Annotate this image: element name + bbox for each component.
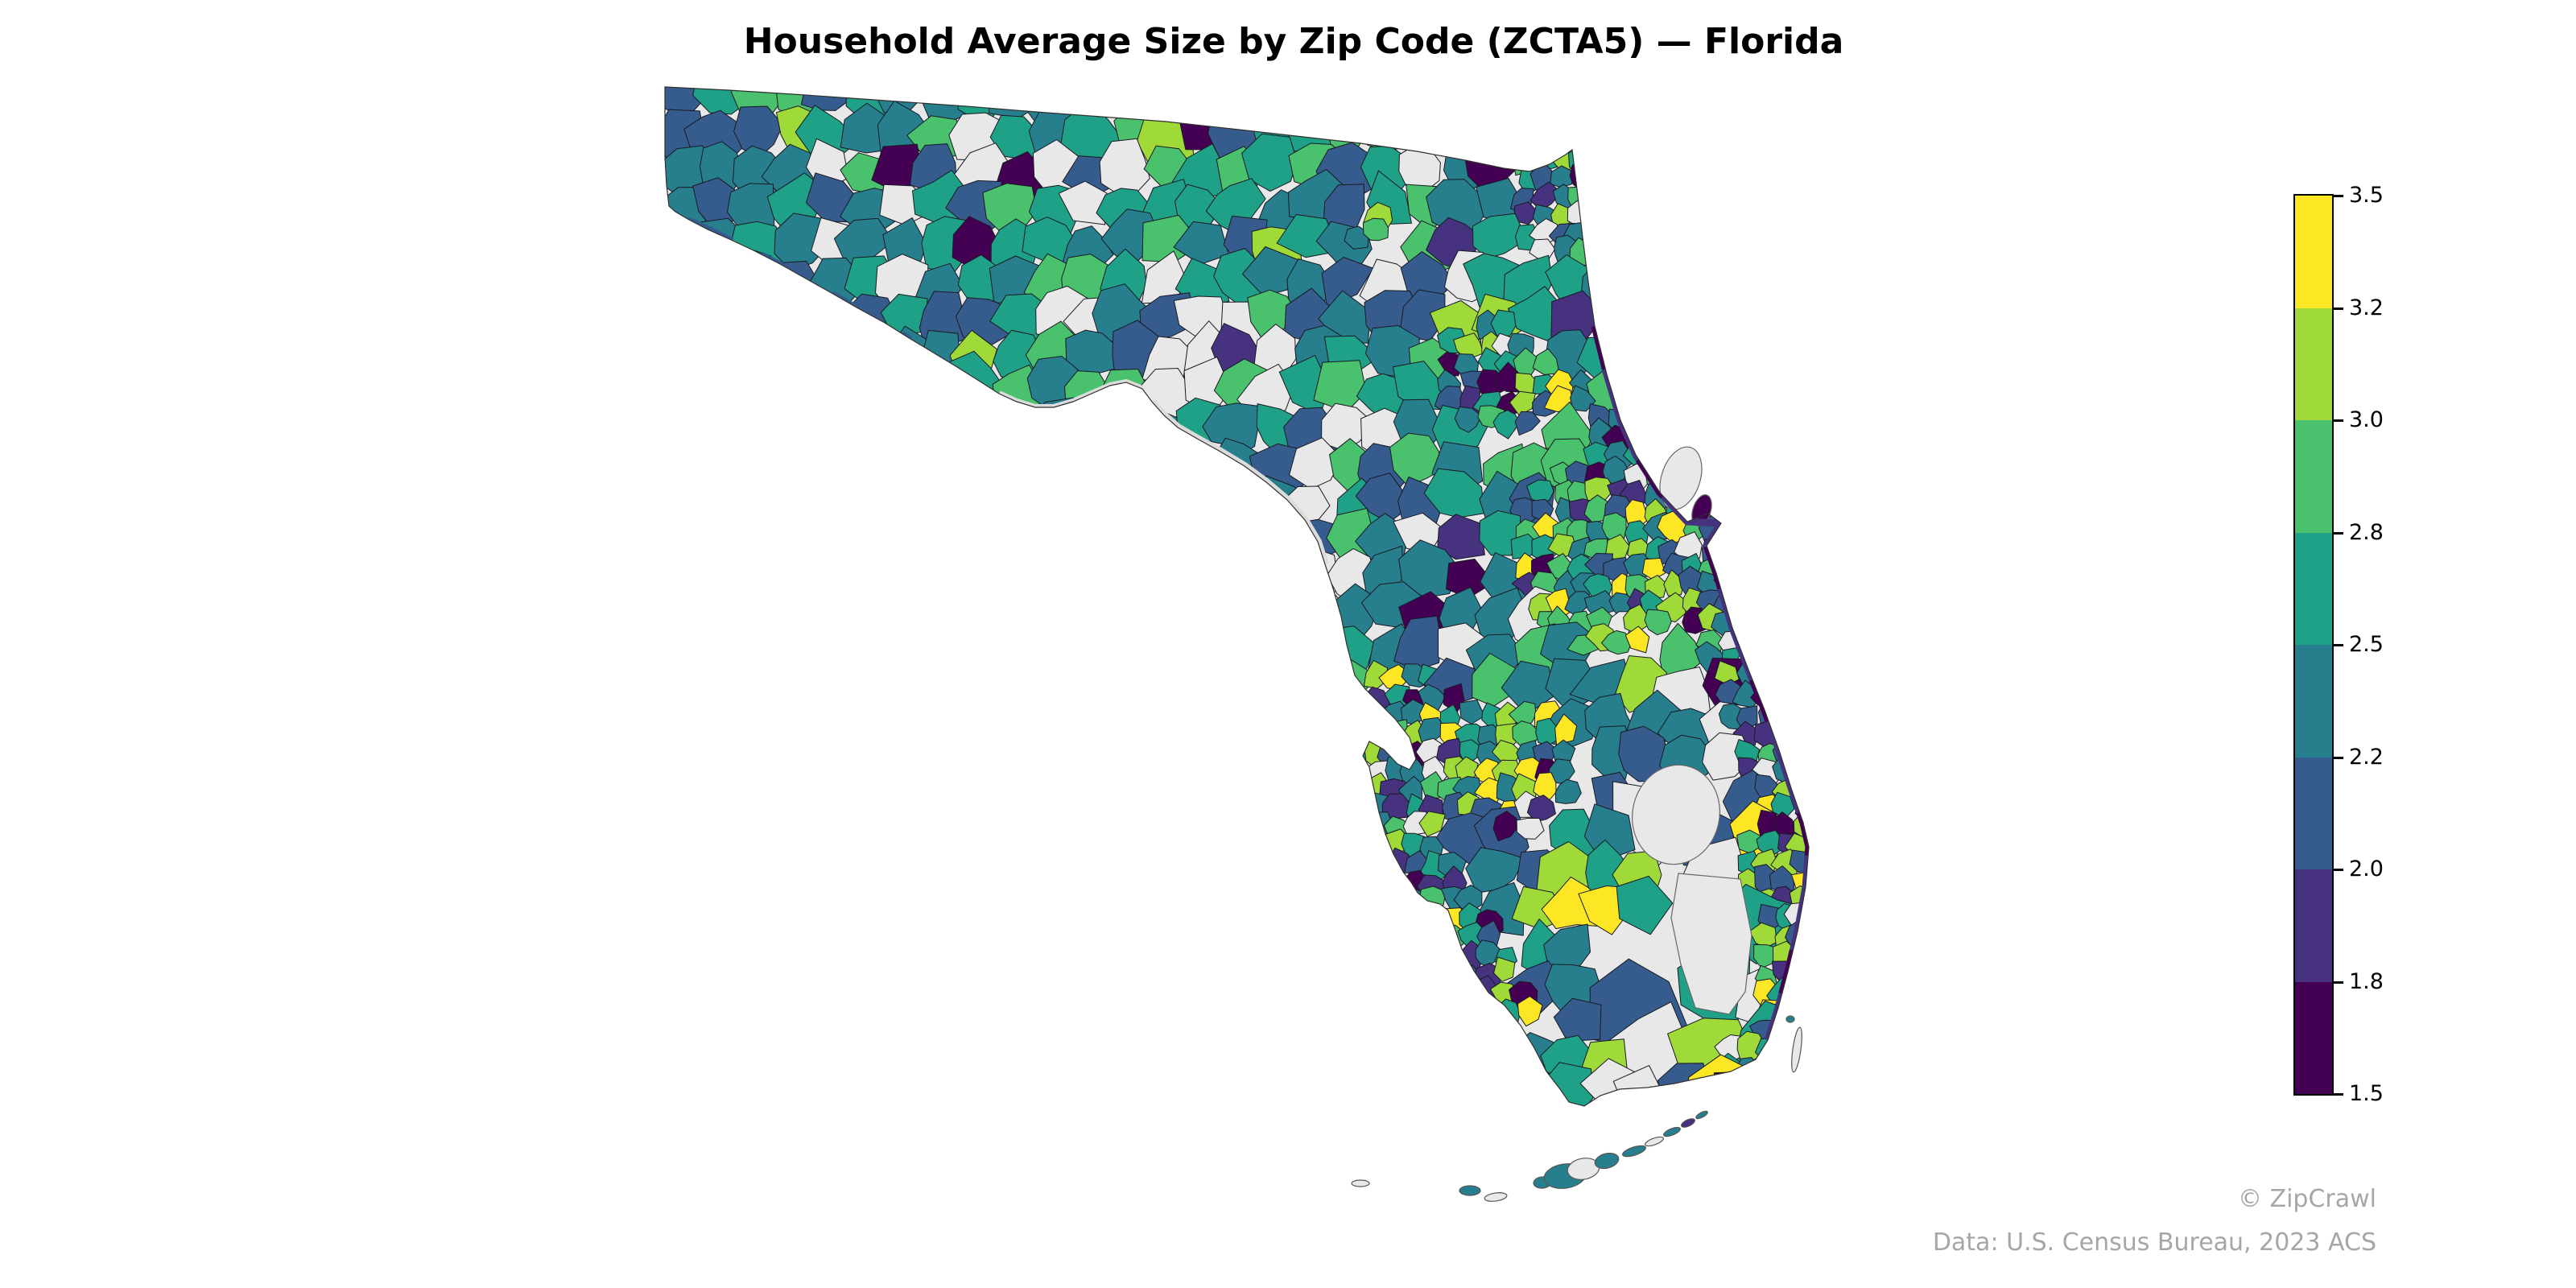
- colorbar-segment: [2295, 645, 2332, 758]
- florida-keys-islands: [1351, 1015, 1802, 1202]
- colorbar-segment: [2295, 420, 2332, 533]
- colorbar-tick: [2334, 1093, 2343, 1096]
- colorbar-tick: [2334, 869, 2343, 871]
- colorbar-segment: [2295, 757, 2332, 869]
- zcta-cells: [665, 87, 1809, 1106]
- data-source-credit: Data: U.S. Census Bureau, 2023 ACS: [1932, 1228, 2376, 1257]
- colorbar-tick-label: 2.8: [2349, 519, 2384, 545]
- colorbar-tick: [2334, 980, 2343, 984]
- chart-title: Household Average Size by Zip Code (ZCTA…: [743, 21, 1844, 62]
- colorbar-tick-label: 3.2: [2349, 295, 2384, 320]
- watermark-zipcrawl: © ZipCrawl: [2237, 1185, 2376, 1213]
- colorbar-tick: [2334, 419, 2343, 422]
- colorbar-tick-label: 2.0: [2349, 857, 2384, 881]
- colorbar-segment: [2295, 308, 2332, 420]
- colorbar-tick: [2334, 531, 2343, 535]
- colorbar-tick: [2334, 195, 2343, 197]
- no-data-overlays: [1632, 446, 1752, 1015]
- colorbar-tick-label: 2.5: [2349, 632, 2384, 657]
- colorbar-tick: [2334, 307, 2343, 310]
- colorbar-segment: [2295, 869, 2332, 982]
- colorbar-tick-label: 1.5: [2349, 1081, 2384, 1106]
- colorbar-tick: [2334, 756, 2343, 759]
- colorbar-segment: [2295, 532, 2332, 645]
- colorbar-tick-label: 3.5: [2349, 183, 2384, 208]
- colorbar-segment: [2295, 196, 2332, 308]
- colorbar-tick-label: 1.8: [2349, 968, 2384, 994]
- colorbar-tick-label: 3.0: [2349, 407, 2384, 432]
- colorbar-tick: [2334, 644, 2343, 646]
- state-outline: [664, 86, 1810, 1107]
- colorbar-tick-label: 2.2: [2349, 744, 2384, 770]
- colorbar: [2293, 194, 2334, 1096]
- colorbar-segment: [2295, 981, 2332, 1094]
